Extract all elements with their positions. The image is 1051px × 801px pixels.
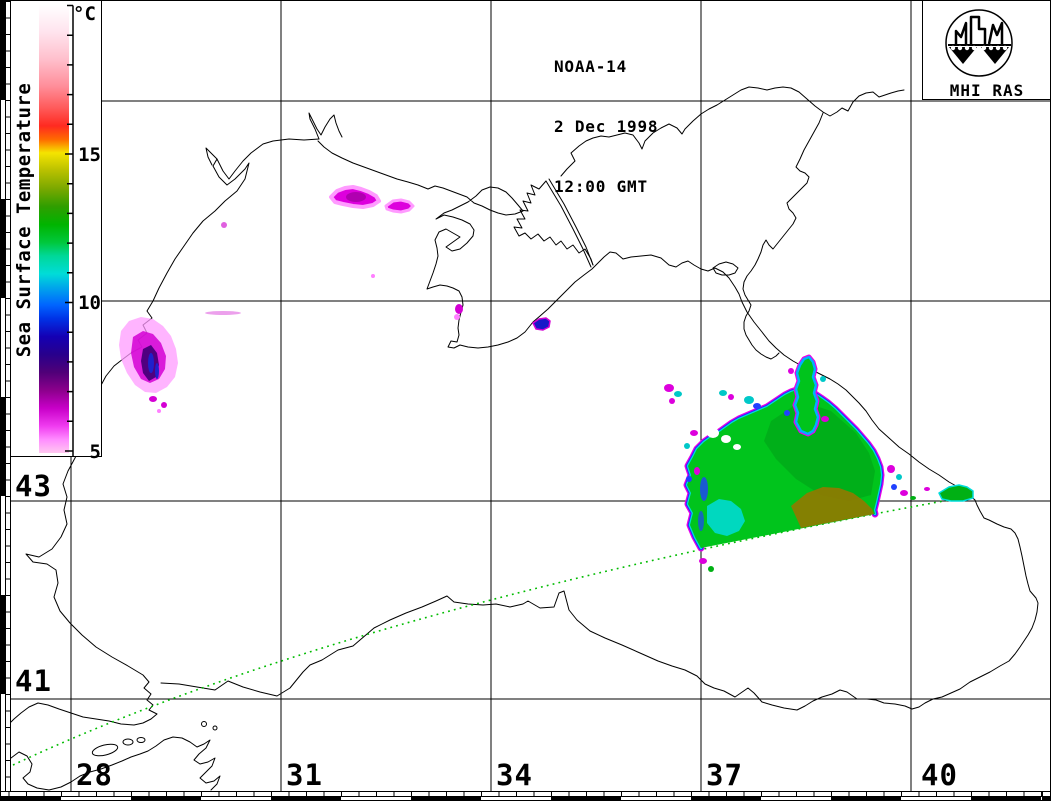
coastline-black-sea bbox=[10, 86, 1039, 791]
colorbar-panel: Sea Surface Temperature °C 15 10 5 bbox=[11, 1, 102, 463]
sst-patch-west-coast bbox=[119, 311, 241, 413]
latitude-ruler bbox=[1, 1, 11, 791]
longitude-ruler-minor-ticks bbox=[1, 792, 1050, 797]
colorbar-gradient bbox=[39, 5, 69, 453]
colorbar-title: Sea Surface Temperature bbox=[13, 82, 35, 358]
latitude-label-43: 43 bbox=[15, 469, 52, 503]
longitude-label-28: 28 bbox=[76, 758, 113, 792]
colorbar-tick-5: 5 bbox=[89, 441, 101, 463]
longitude-ruler-degree-blocks bbox=[1, 797, 1050, 800]
longitude-label-40: 40 bbox=[921, 758, 958, 792]
mhi-ras-logo-box: MHI RAS bbox=[922, 1, 1050, 100]
satellite-name: NOAA-14 bbox=[554, 57, 628, 76]
colorbar-unit-label: °C bbox=[73, 3, 96, 25]
longitude-label-37: 37 bbox=[706, 758, 743, 792]
colorbar-tick-15: 15 bbox=[78, 144, 101, 166]
image-time: 12:00 GMT bbox=[554, 177, 648, 196]
longitude-label-31: 31 bbox=[286, 758, 323, 792]
latitude-ruler-minor-ticks bbox=[6, 1, 11, 791]
graticule bbox=[11, 1, 1050, 791]
mhi-ras-emblem bbox=[945, 9, 1013, 77]
image-header: NOAA-14 2 Dec 1998 12:00 GMT bbox=[554, 17, 658, 237]
logo-caption: MHI RAS bbox=[949, 81, 1025, 100]
latitude-label-41: 41 bbox=[15, 664, 52, 698]
sst-speckles-east bbox=[664, 368, 930, 572]
sst-patches-northwest bbox=[221, 185, 415, 278]
sst-patches-crimea bbox=[454, 304, 551, 331]
longitude-label-34: 34 bbox=[496, 758, 533, 792]
sst-coast-patch-east bbox=[938, 484, 974, 502]
image-date: 2 Dec 1998 bbox=[554, 117, 659, 136]
sst-east-field bbox=[683, 385, 885, 552]
swath-edge-dotted-line bbox=[12, 499, 950, 766]
sst-east-tongue bbox=[792, 354, 821, 437]
sst-data-patches bbox=[119, 185, 974, 572]
latitude-ruler-degree-blocks bbox=[1, 1, 6, 791]
longitude-ruler bbox=[1, 791, 1050, 800]
colorbar-tick-10: 10 bbox=[78, 292, 101, 314]
colorbar-axis bbox=[65, 4, 74, 457]
